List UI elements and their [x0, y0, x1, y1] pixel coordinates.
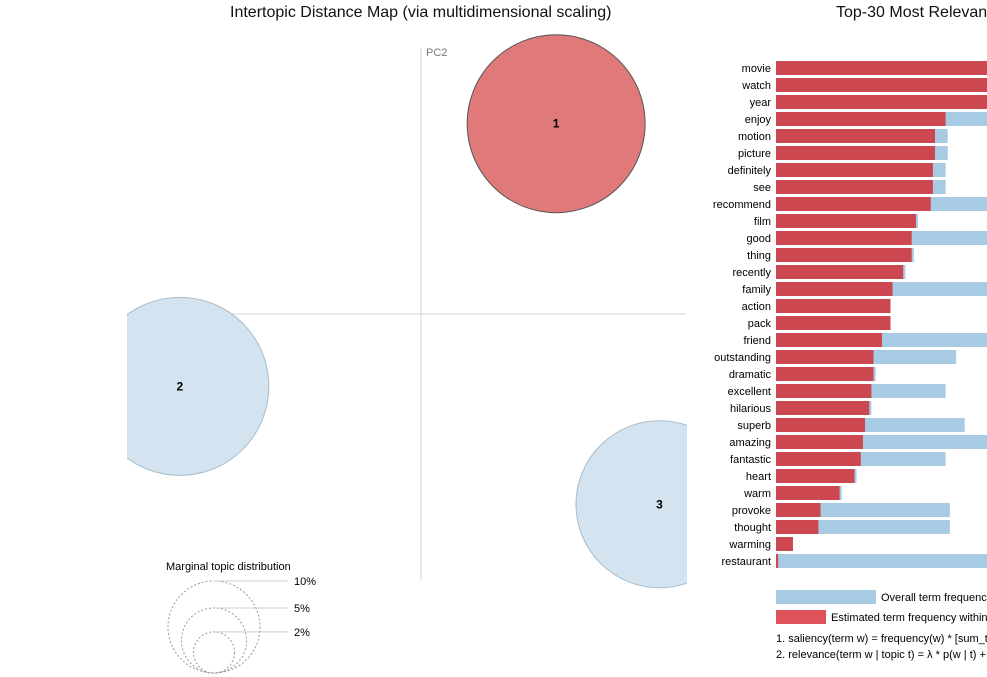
size-legend-circle-2 — [167, 580, 261, 674]
term-label-fantastic[interactable]: fantastic — [730, 454, 771, 466]
mds-plot: PC1PC2123Marginal topic distribution2%5%… — [91, 34, 743, 674]
term-label-restaurant[interactable]: restaurant — [721, 556, 771, 568]
estimated-bar-motion[interactable] — [776, 129, 935, 143]
term-label-superb[interactable]: superb — [737, 420, 771, 432]
topic-label-1: 1 — [553, 117, 560, 131]
topic-label-2: 2 — [177, 379, 184, 393]
term-label-friend[interactable]: friend — [743, 335, 771, 347]
estimated-bar-definitely[interactable] — [776, 163, 933, 177]
footnote-relevance: 2. relevance(term w | topic t) = λ * p(w… — [776, 649, 986, 661]
term-label-pack[interactable]: pack — [748, 318, 772, 330]
legend-overall-swatch — [776, 590, 876, 604]
size-legend-label-2: 10% — [294, 576, 316, 588]
estimated-bar-warming[interactable] — [776, 537, 793, 551]
term-label-recommend[interactable]: recommend — [713, 199, 771, 211]
estimated-bar-dramatic[interactable] — [776, 367, 874, 381]
topic-label-3: 3 — [656, 497, 663, 511]
estimated-bar-movie[interactable] — [776, 61, 987, 75]
term-label-heart[interactable]: heart — [746, 471, 771, 483]
estimated-bar-provoke[interactable] — [776, 503, 821, 517]
pc2-label: PC2 — [426, 47, 447, 59]
legend-estimated-swatch — [776, 610, 826, 624]
estimated-bar-hilarious[interactable] — [776, 401, 870, 415]
term-label-good[interactable]: good — [747, 233, 771, 245]
estimated-bar-friend[interactable] — [776, 333, 882, 347]
term-label-amazing[interactable]: amazing — [729, 437, 771, 449]
size-legend-circle-0 — [192, 631, 236, 674]
estimated-bar-amazing[interactable] — [776, 435, 863, 449]
size-legend-title: Marginal topic distribution — [166, 561, 291, 573]
legend-overall-label: Overall term frequenc — [881, 592, 987, 604]
estimated-bar-family[interactable] — [776, 282, 893, 296]
estimated-bar-restaurant[interactable] — [776, 554, 779, 568]
estimated-bar-action[interactable] — [776, 299, 891, 313]
term-label-recently[interactable]: recently — [732, 267, 771, 279]
estimated-bar-enjoy[interactable] — [776, 112, 946, 126]
estimated-bar-recommend[interactable] — [776, 197, 931, 211]
topic-circle-3[interactable] — [575, 420, 743, 589]
size-legend-label-0: 2% — [294, 627, 310, 639]
estimated-bar-year[interactable] — [776, 95, 987, 109]
term-label-motion[interactable]: motion — [738, 131, 771, 143]
topic-circle-1[interactable] — [466, 34, 646, 214]
size-legend-circle-1 — [180, 607, 248, 674]
footnote-saliency: 1. saliency(term w) = frequency(w) * [su… — [776, 633, 987, 645]
estimated-bar-superb[interactable] — [776, 418, 866, 432]
legend-estimated-label: Estimated term frequency within — [831, 612, 987, 624]
term-bar-chart: movie watch year enjoy motion picture definite… — [713, 61, 987, 568]
term-label-warm[interactable]: warm — [743, 488, 771, 500]
term-label-outstanding[interactable]: outstanding — [714, 352, 771, 364]
term-label-provoke[interactable]: provoke — [732, 505, 771, 517]
term-label-excellent[interactable]: excellent — [728, 386, 771, 398]
overall-bar-restaurant[interactable] — [776, 554, 987, 568]
estimated-bar-pack[interactable] — [776, 316, 891, 330]
term-label-dramatic[interactable]: dramatic — [729, 369, 772, 381]
overall-bar-thought[interactable] — [776, 520, 950, 534]
estimated-bar-recently[interactable] — [776, 265, 904, 279]
term-label-see[interactable]: see — [753, 182, 771, 194]
term-label-enjoy[interactable]: enjoy — [745, 114, 772, 126]
topic-circle-2[interactable] — [91, 296, 270, 476]
term-label-watch[interactable]: watch — [741, 80, 771, 92]
estimated-bar-thing[interactable] — [776, 248, 912, 262]
estimated-bar-film[interactable] — [776, 214, 916, 228]
estimated-bar-good[interactable] — [776, 231, 912, 245]
size-legend-label-1: 5% — [294, 603, 310, 615]
estimated-bar-thought[interactable] — [776, 520, 819, 534]
term-label-family[interactable]: family — [742, 284, 771, 296]
estimated-bar-picture[interactable] — [776, 146, 935, 160]
estimated-bar-outstanding[interactable] — [776, 350, 874, 364]
bar-legend: Overall term frequenc Estimated term freq… — [776, 590, 987, 661]
term-label-thought[interactable]: thought — [734, 522, 771, 534]
term-label-thing[interactable]: thing — [747, 250, 771, 262]
term-label-hilarious[interactable]: hilarious — [730, 403, 771, 415]
bar-chart-title: Top-30 Most Relevan — [836, 4, 987, 21]
term-label-year[interactable]: year — [750, 97, 772, 109]
estimated-bar-see[interactable] — [776, 180, 933, 194]
term-label-action[interactable]: action — [742, 301, 771, 313]
term-label-picture[interactable]: picture — [738, 148, 771, 160]
estimated-bar-excellent[interactable] — [776, 384, 872, 398]
term-label-definitely[interactable]: definitely — [728, 165, 772, 177]
term-label-movie[interactable]: movie — [742, 63, 771, 75]
estimated-bar-watch[interactable] — [776, 78, 987, 92]
estimated-bar-warm[interactable] — [776, 486, 840, 500]
estimated-bar-fantastic[interactable] — [776, 452, 861, 466]
mds-plot-title: Intertopic Distance Map (via multidimens… — [230, 4, 612, 21]
term-label-film[interactable]: film — [754, 216, 771, 228]
estimated-bar-heart[interactable] — [776, 469, 855, 483]
term-label-warming[interactable]: warming — [728, 539, 771, 551]
